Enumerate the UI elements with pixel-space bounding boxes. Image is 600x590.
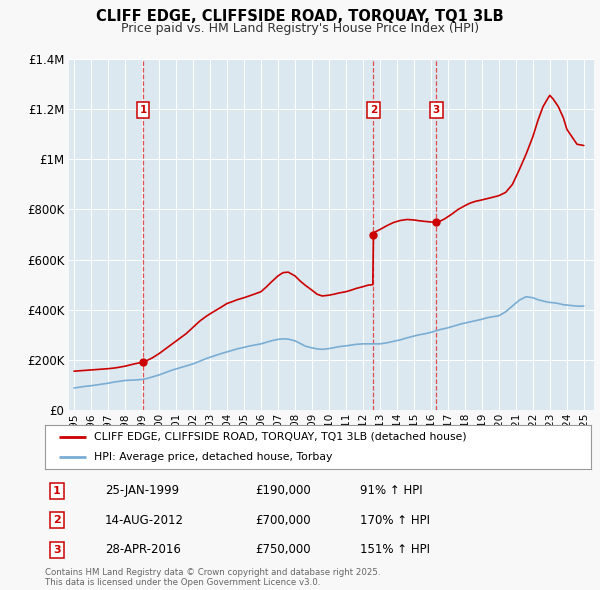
Text: 28-APR-2016: 28-APR-2016: [105, 543, 181, 556]
Text: CLIFF EDGE, CLIFFSIDE ROAD, TORQUAY, TQ1 3LB (detached house): CLIFF EDGE, CLIFFSIDE ROAD, TORQUAY, TQ1…: [94, 432, 467, 442]
Text: 1: 1: [53, 486, 61, 496]
Text: 170% ↑ HPI: 170% ↑ HPI: [360, 514, 430, 527]
Text: 2: 2: [370, 105, 377, 115]
Text: 1: 1: [140, 105, 147, 115]
Text: 3: 3: [53, 545, 61, 555]
Text: HPI: Average price, detached house, Torbay: HPI: Average price, detached house, Torb…: [94, 452, 332, 462]
Text: 25-JAN-1999: 25-JAN-1999: [105, 484, 179, 497]
Text: Contains HM Land Registry data © Crown copyright and database right 2025.
This d: Contains HM Land Registry data © Crown c…: [45, 568, 380, 587]
Text: £750,000: £750,000: [255, 543, 311, 556]
Text: £190,000: £190,000: [255, 484, 311, 497]
Text: 14-AUG-2012: 14-AUG-2012: [105, 514, 184, 527]
Text: Price paid vs. HM Land Registry's House Price Index (HPI): Price paid vs. HM Land Registry's House …: [121, 22, 479, 35]
Text: 3: 3: [433, 105, 440, 115]
Text: 2: 2: [53, 516, 61, 525]
Text: 151% ↑ HPI: 151% ↑ HPI: [360, 543, 430, 556]
Text: 91% ↑ HPI: 91% ↑ HPI: [360, 484, 422, 497]
Text: CLIFF EDGE, CLIFFSIDE ROAD, TORQUAY, TQ1 3LB: CLIFF EDGE, CLIFFSIDE ROAD, TORQUAY, TQ1…: [96, 9, 504, 24]
Text: £700,000: £700,000: [255, 514, 311, 527]
